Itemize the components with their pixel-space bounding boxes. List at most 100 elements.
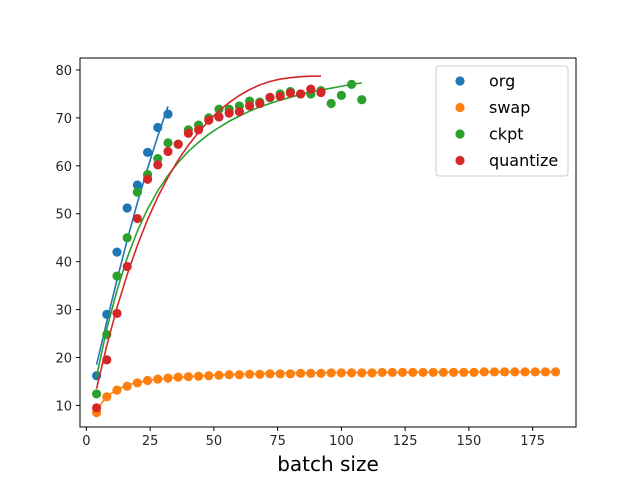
legend-marker-ckpt (455, 129, 465, 139)
point-org-3 (122, 203, 132, 213)
point-ckpt-12 (214, 104, 224, 114)
point-swap-30 (397, 367, 408, 377)
point-swap-20 (295, 368, 306, 378)
point-swap-45 (551, 367, 561, 377)
legend: org swap ckpt quantize (435, 65, 569, 177)
x-tick-label-50: 50 (206, 434, 223, 449)
point-swap-32 (418, 367, 428, 377)
point-quantize-20 (295, 89, 306, 99)
series-ckpt (91, 79, 367, 399)
x-tick-label-75: 75 (269, 434, 286, 449)
point-swap-21 (306, 368, 316, 378)
point-swap-41 (510, 367, 520, 377)
legend-item-org: org (455, 72, 515, 91)
point-ckpt-2 (112, 271, 122, 281)
point-swap-8 (173, 372, 183, 382)
point-swap-22 (316, 368, 326, 378)
point-org-4 (132, 180, 142, 190)
plot-frame (79, 57, 577, 428)
point-quantize-19 (285, 88, 295, 98)
point-swap-3 (122, 381, 132, 391)
x-tick-label-0: 0 (82, 434, 90, 449)
point-swap-36 (459, 367, 469, 377)
point-org-2 (112, 247, 122, 257)
legend-marker-org (455, 76, 465, 86)
fit-line-ckpt (95, 82, 362, 377)
point-quantize-3 (122, 261, 132, 272)
legend-label-org: org (489, 72, 515, 91)
point-org-1 (102, 309, 112, 319)
point-quantize-16 (255, 98, 265, 109)
point-quantize-13 (224, 108, 234, 118)
point-swap-40 (500, 367, 510, 377)
point-ckpt-26 (357, 95, 367, 105)
point-swap-18 (275, 369, 285, 379)
point-swap-37 (469, 367, 479, 377)
point-quantize-7 (163, 146, 173, 157)
point-quantize-5 (142, 174, 153, 184)
point-quantize-18 (275, 91, 285, 101)
point-quantize-8 (173, 139, 183, 149)
point-quantize-21 (306, 84, 316, 94)
y-tick-label-60: 60 (55, 160, 72, 175)
point-swap-2 (112, 385, 122, 395)
point-swap-42 (520, 367, 530, 377)
point-swap-9 (183, 372, 193, 382)
point-swap-31 (408, 367, 418, 377)
point-swap-39 (489, 367, 499, 377)
point-quantize-1 (102, 355, 112, 365)
point-swap-23 (326, 368, 336, 378)
legend-marker-swap (455, 102, 465, 113)
point-swap-7 (163, 373, 173, 383)
point-swap-33 (428, 367, 438, 377)
point-swap-35 (448, 367, 459, 377)
point-quantize-17 (265, 92, 275, 102)
point-swap-25 (346, 368, 357, 378)
point-quantize-14 (234, 107, 244, 117)
point-swap-24 (336, 368, 346, 378)
point-quantize-9 (183, 128, 193, 138)
y-tick-label-10: 10 (55, 399, 72, 414)
axes: 0 25 50 75 100 125 150 175 10 20 30 40 50 60 70 80 (55, 57, 577, 449)
y-tick-label-50: 50 (55, 208, 72, 223)
plot-area (91, 75, 561, 418)
point-quantize-6 (153, 160, 163, 170)
x-tick-label-175: 175 (520, 434, 545, 449)
legend-item-swap: swap (455, 98, 530, 117)
point-swap-38 (479, 367, 489, 377)
point-org-5 (142, 147, 153, 158)
legend-label-quantize: quantize (489, 151, 558, 170)
point-swap-13 (224, 370, 234, 380)
point-swap-28 (377, 367, 387, 377)
point-quantize-0 (91, 403, 102, 413)
point-swap-29 (387, 367, 397, 377)
point-swap-43 (530, 367, 540, 377)
point-swap-14 (234, 370, 244, 380)
x-axis-label: batch size (277, 452, 379, 476)
point-ckpt-25 (346, 79, 357, 89)
y-tick-label-20: 20 (55, 352, 72, 367)
point-quantize-15 (244, 101, 255, 111)
point-swap-15 (244, 369, 255, 379)
legend-marker-quantize (455, 155, 465, 166)
point-swap-34 (438, 367, 448, 377)
point-quantize-12 (214, 112, 224, 122)
series-quantize (91, 75, 326, 413)
y-tick-label-70: 70 (55, 112, 72, 127)
point-swap-17 (265, 369, 275, 379)
point-swap-11 (204, 371, 214, 381)
point-swap-1 (102, 392, 112, 402)
point-swap-6 (153, 374, 163, 384)
point-swap-27 (367, 368, 377, 378)
legend-label-swap: swap (489, 98, 530, 117)
legend-label-ckpt: ckpt (489, 125, 524, 144)
point-ckpt-24 (336, 90, 346, 100)
point-swap-19 (285, 369, 295, 379)
point-swap-44 (540, 367, 551, 377)
point-ckpt-4 (132, 187, 142, 197)
point-org-6 (153, 122, 163, 133)
point-quantize-4 (132, 213, 142, 224)
y-tick-label-40: 40 (55, 256, 72, 271)
legend-box (435, 65, 569, 177)
